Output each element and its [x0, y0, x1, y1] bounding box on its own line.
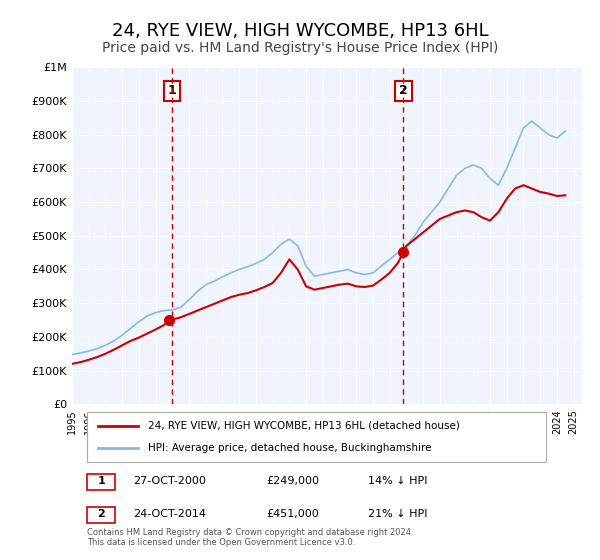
Text: 21% ↓ HPI: 21% ↓ HPI	[368, 509, 427, 519]
Text: 14% ↓ HPI: 14% ↓ HPI	[368, 476, 427, 486]
Text: 24, RYE VIEW, HIGH WYCOMBE, HP13 6HL: 24, RYE VIEW, HIGH WYCOMBE, HP13 6HL	[112, 22, 488, 40]
Text: 1: 1	[168, 85, 177, 97]
Text: HPI: Average price, detached house, Buckinghamshire: HPI: Average price, detached house, Buck…	[149, 443, 432, 453]
Text: 24-OCT-2014: 24-OCT-2014	[133, 509, 206, 519]
Text: 24, RYE VIEW, HIGH WYCOMBE, HP13 6HL (detached house): 24, RYE VIEW, HIGH WYCOMBE, HP13 6HL (de…	[149, 421, 460, 431]
Text: Price paid vs. HM Land Registry's House Price Index (HPI): Price paid vs. HM Land Registry's House …	[102, 41, 498, 55]
FancyBboxPatch shape	[88, 474, 115, 489]
Text: £249,000: £249,000	[266, 476, 319, 486]
Text: 2: 2	[97, 509, 105, 519]
Text: Contains HM Land Registry data © Crown copyright and database right 2024.
This d: Contains HM Land Registry data © Crown c…	[88, 528, 414, 547]
Text: £451,000: £451,000	[266, 509, 319, 519]
Text: 1: 1	[97, 476, 105, 486]
FancyBboxPatch shape	[88, 507, 115, 523]
Text: 27-OCT-2000: 27-OCT-2000	[133, 476, 206, 486]
FancyBboxPatch shape	[88, 412, 546, 462]
Text: 2: 2	[399, 85, 408, 97]
